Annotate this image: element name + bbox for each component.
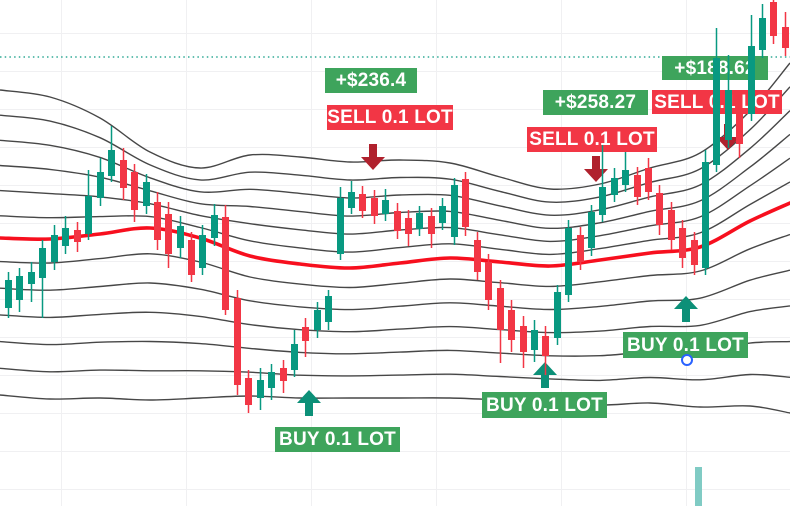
sell-profit-badge[interactable]: +$188.62 [662,56,768,80]
buy-order-badge[interactable]: BUY 0.1 LOT [482,392,607,418]
buy-up-arrow-icon[interactable] [674,296,698,322]
buy-order-badge[interactable]: BUY 0.1 LOT [623,332,748,358]
buy-order-badge[interactable]: BUY 0.1 LOT [275,427,400,452]
sell-order-badge[interactable]: SELL 0.1 LOT [527,127,657,152]
sell-down-arrow-icon[interactable] [716,124,740,150]
ma-band-line-above [0,62,790,190]
ma-band-line-below [0,305,790,334]
sell-order-badge[interactable]: SELL 0.1 LOT [327,105,453,130]
ma-band-line-above [0,181,790,256]
buy-up-arrow-icon[interactable] [533,362,557,388]
ma-band-line-below [0,394,790,414]
ma-band-line-below [0,233,790,289]
sell-down-arrow-icon[interactable] [584,156,608,182]
sell-order-badge[interactable]: SELL 0.1 LOT [652,90,782,114]
ma-band-line-below [0,269,790,311]
buy-up-arrow-icon[interactable] [297,390,321,416]
center-red-ma-line [0,201,790,270]
sell-profit-badge[interactable]: +$258.27 [543,90,648,115]
sell-profit-badge[interactable]: +$236.4 [325,68,417,93]
ma-band-line-below [0,367,790,382]
sell-down-arrow-icon[interactable] [361,144,385,170]
ma-band-line-above [0,86,790,203]
